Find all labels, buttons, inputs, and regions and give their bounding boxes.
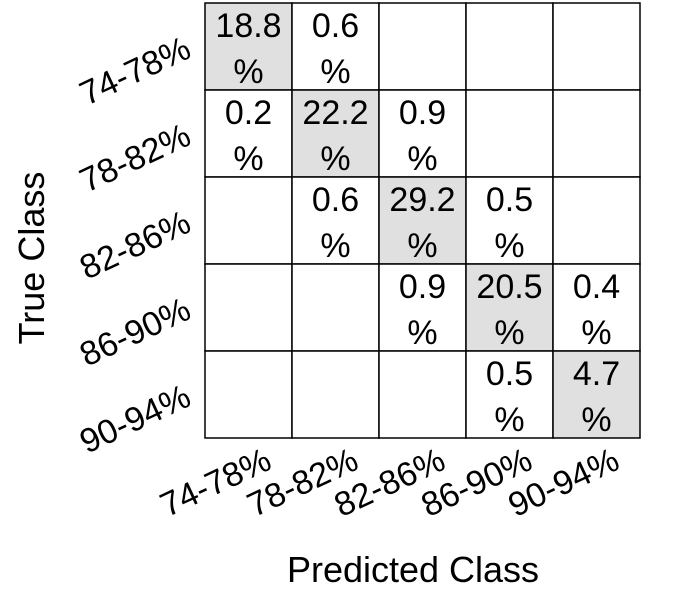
matrix-cell (465, 89, 554, 178)
cell-value-label: 0.5% (486, 181, 533, 265)
cell-value-label: 29.2% (389, 181, 455, 265)
matrix-cell (465, 350, 554, 439)
y-tick-label: 90-94% (74, 377, 196, 461)
matrix-cell (552, 89, 641, 178)
matrix-cell (204, 2, 293, 91)
cell-value-label: 0.9% (399, 268, 446, 352)
y-tick-label: 86-90% (74, 290, 196, 374)
cell-value-label: 22.2% (302, 94, 368, 178)
cell-value-label: 18.8% (215, 7, 281, 91)
matrix-cell (291, 89, 380, 178)
matrix-cell (378, 263, 467, 352)
matrix-cell (291, 263, 380, 352)
matrix-cell (465, 263, 554, 352)
y-tick-labels: 74-78%78-82%82-86%86-90%90-94% (74, 29, 196, 461)
matrix-cell (291, 176, 380, 265)
matrix-cell (552, 176, 641, 265)
cell-value-label: 0.5% (486, 355, 533, 439)
matrix-cell (204, 350, 293, 439)
cell-value-label: 0.4% (573, 268, 620, 352)
cell-value-label: 0.9% (399, 94, 446, 178)
y-tick-label: 78-82% (74, 116, 196, 200)
matrix-cell (204, 176, 293, 265)
cell-value-label: 0.6% (312, 7, 359, 91)
matrix-cell (552, 2, 641, 91)
cell-value-label: 20.5% (476, 268, 542, 352)
matrix-cell (552, 263, 641, 352)
matrix-cell (465, 176, 554, 265)
matrix-cell (465, 2, 554, 91)
matrix-cell (378, 350, 467, 439)
matrix-cell (552, 350, 641, 439)
cell-value-label: 4.7% (573, 355, 620, 439)
matrix-cells: 18.8 % 0.6 % 0.2 % 22.2 % 0.9 % 0.6 % 29.2 % 0.5 % 0.9 % 2… (204, 2, 641, 439)
y-axis-title: True Class (11, 172, 52, 345)
matrix-cell (378, 2, 467, 91)
cell-value-label: 0.2% (225, 94, 272, 178)
y-tick-label: 82-86% (74, 203, 196, 287)
y-tick-label: 74-78% (74, 29, 196, 113)
matrix-cell (204, 89, 293, 178)
matrix-cell (204, 263, 293, 352)
matrix-cell (378, 176, 467, 265)
matrix-cell (291, 350, 380, 439)
cell-value-label: 0.6% (312, 181, 359, 265)
x-axis-title: Predicted Class (287, 549, 539, 590)
x-tick-labels: 74-78%78-82%82-86%86-90%90-94% (155, 441, 625, 525)
